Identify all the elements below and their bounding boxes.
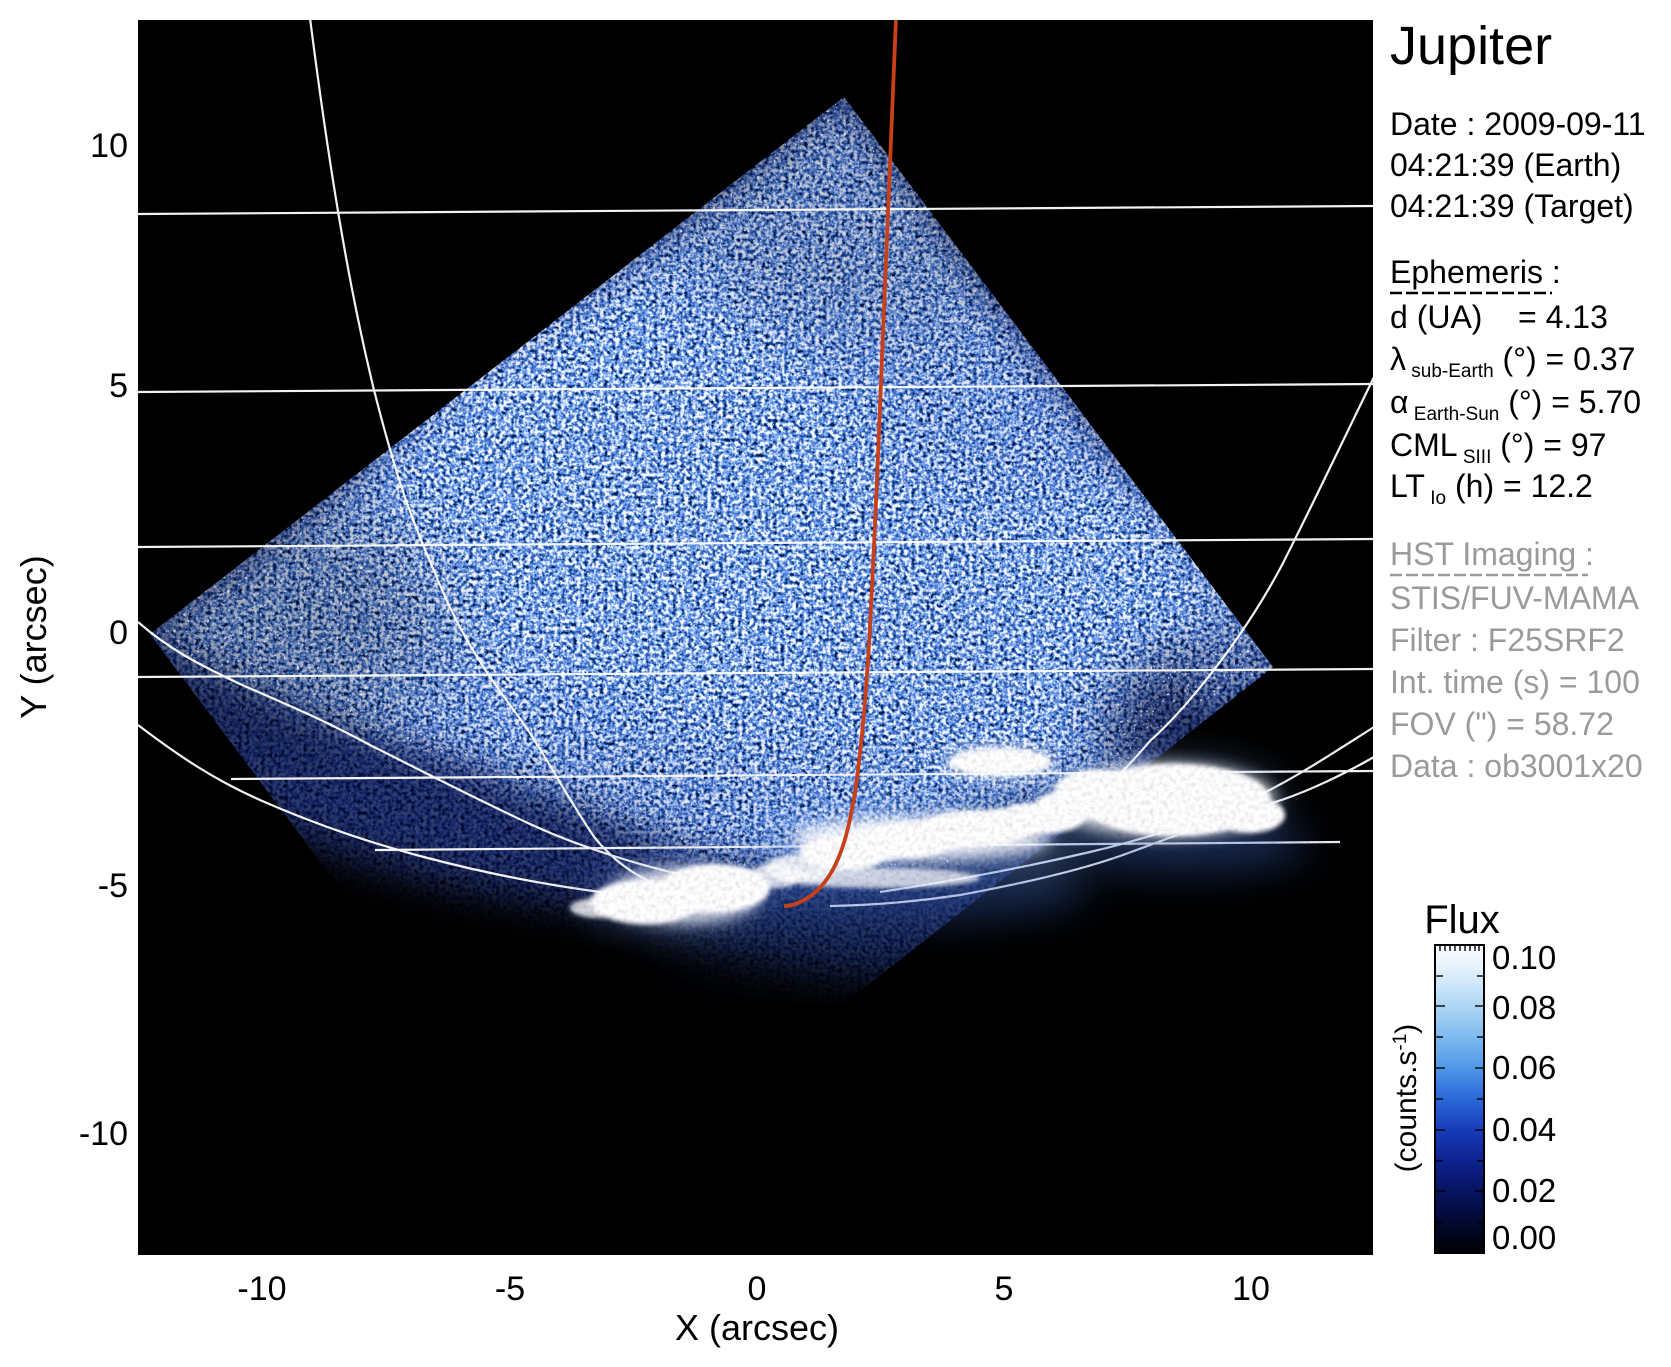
svg-text:λ sub-Earth (°) = 0.37: λ sub-Earth (°) = 0.37 — [1390, 341, 1635, 382]
svg-text:-5: -5 — [98, 867, 128, 905]
svg-text:-10: -10 — [237, 1270, 286, 1308]
svg-text:0.06: 0.06 — [1492, 1049, 1556, 1086]
svg-text:-5: -5 — [495, 1270, 525, 1308]
svg-text:0.00: 0.00 — [1492, 1219, 1556, 1256]
svg-text:Filter : F25SRF2: Filter : F25SRF2 — [1390, 622, 1625, 658]
svg-text:STIS/FUV-MAMA: STIS/FUV-MAMA — [1390, 580, 1640, 616]
svg-text:5: 5 — [995, 1270, 1014, 1308]
svg-text:Ephemeris :: Ephemeris : — [1390, 254, 1561, 290]
svg-text:d (UA) = 4.13: d (UA) = 4.13 — [1390, 299, 1608, 335]
svg-text:0.10: 0.10 — [1492, 939, 1556, 976]
svg-text:Data : ob3001x20: Data : ob3001x20 — [1390, 748, 1643, 784]
svg-text:5: 5 — [109, 367, 128, 405]
svg-text:Y (arcsec): Y (arcsec) — [13, 555, 54, 718]
svg-text:04:21:39 (Target): 04:21:39 (Target) — [1390, 188, 1634, 224]
svg-text:0.02: 0.02 — [1492, 1172, 1556, 1209]
svg-text:0.08: 0.08 — [1492, 989, 1556, 1026]
svg-text:CML SIII (°) = 97: CML SIII (°) = 97 — [1390, 427, 1606, 468]
svg-text:0.04: 0.04 — [1492, 1111, 1556, 1148]
svg-text:Jupiter: Jupiter — [1390, 16, 1552, 76]
svg-text:FOV (") = 58.72: FOV (") = 58.72 — [1390, 706, 1614, 742]
svg-text:X (arcsec): X (arcsec) — [675, 1307, 839, 1348]
svg-text:Int. time (s) = 100: Int. time (s) = 100 — [1390, 664, 1640, 700]
svg-text:10: 10 — [1232, 1270, 1270, 1308]
svg-text:LT Io (h) = 12.2: LT Io (h) = 12.2 — [1390, 468, 1593, 509]
svg-text:10: 10 — [90, 127, 128, 165]
svg-text:04:21:39 (Earth): 04:21:39 (Earth) — [1390, 147, 1621, 183]
svg-text:0: 0 — [748, 1270, 767, 1308]
svg-text:Flux: Flux — [1424, 898, 1500, 942]
svg-text:HST Imaging :: HST Imaging : — [1390, 536, 1594, 572]
svg-text:0: 0 — [109, 614, 128, 652]
svg-text:Date : 2009-09-11: Date : 2009-09-11 — [1390, 106, 1646, 142]
svg-text:-10: -10 — [79, 1115, 128, 1153]
